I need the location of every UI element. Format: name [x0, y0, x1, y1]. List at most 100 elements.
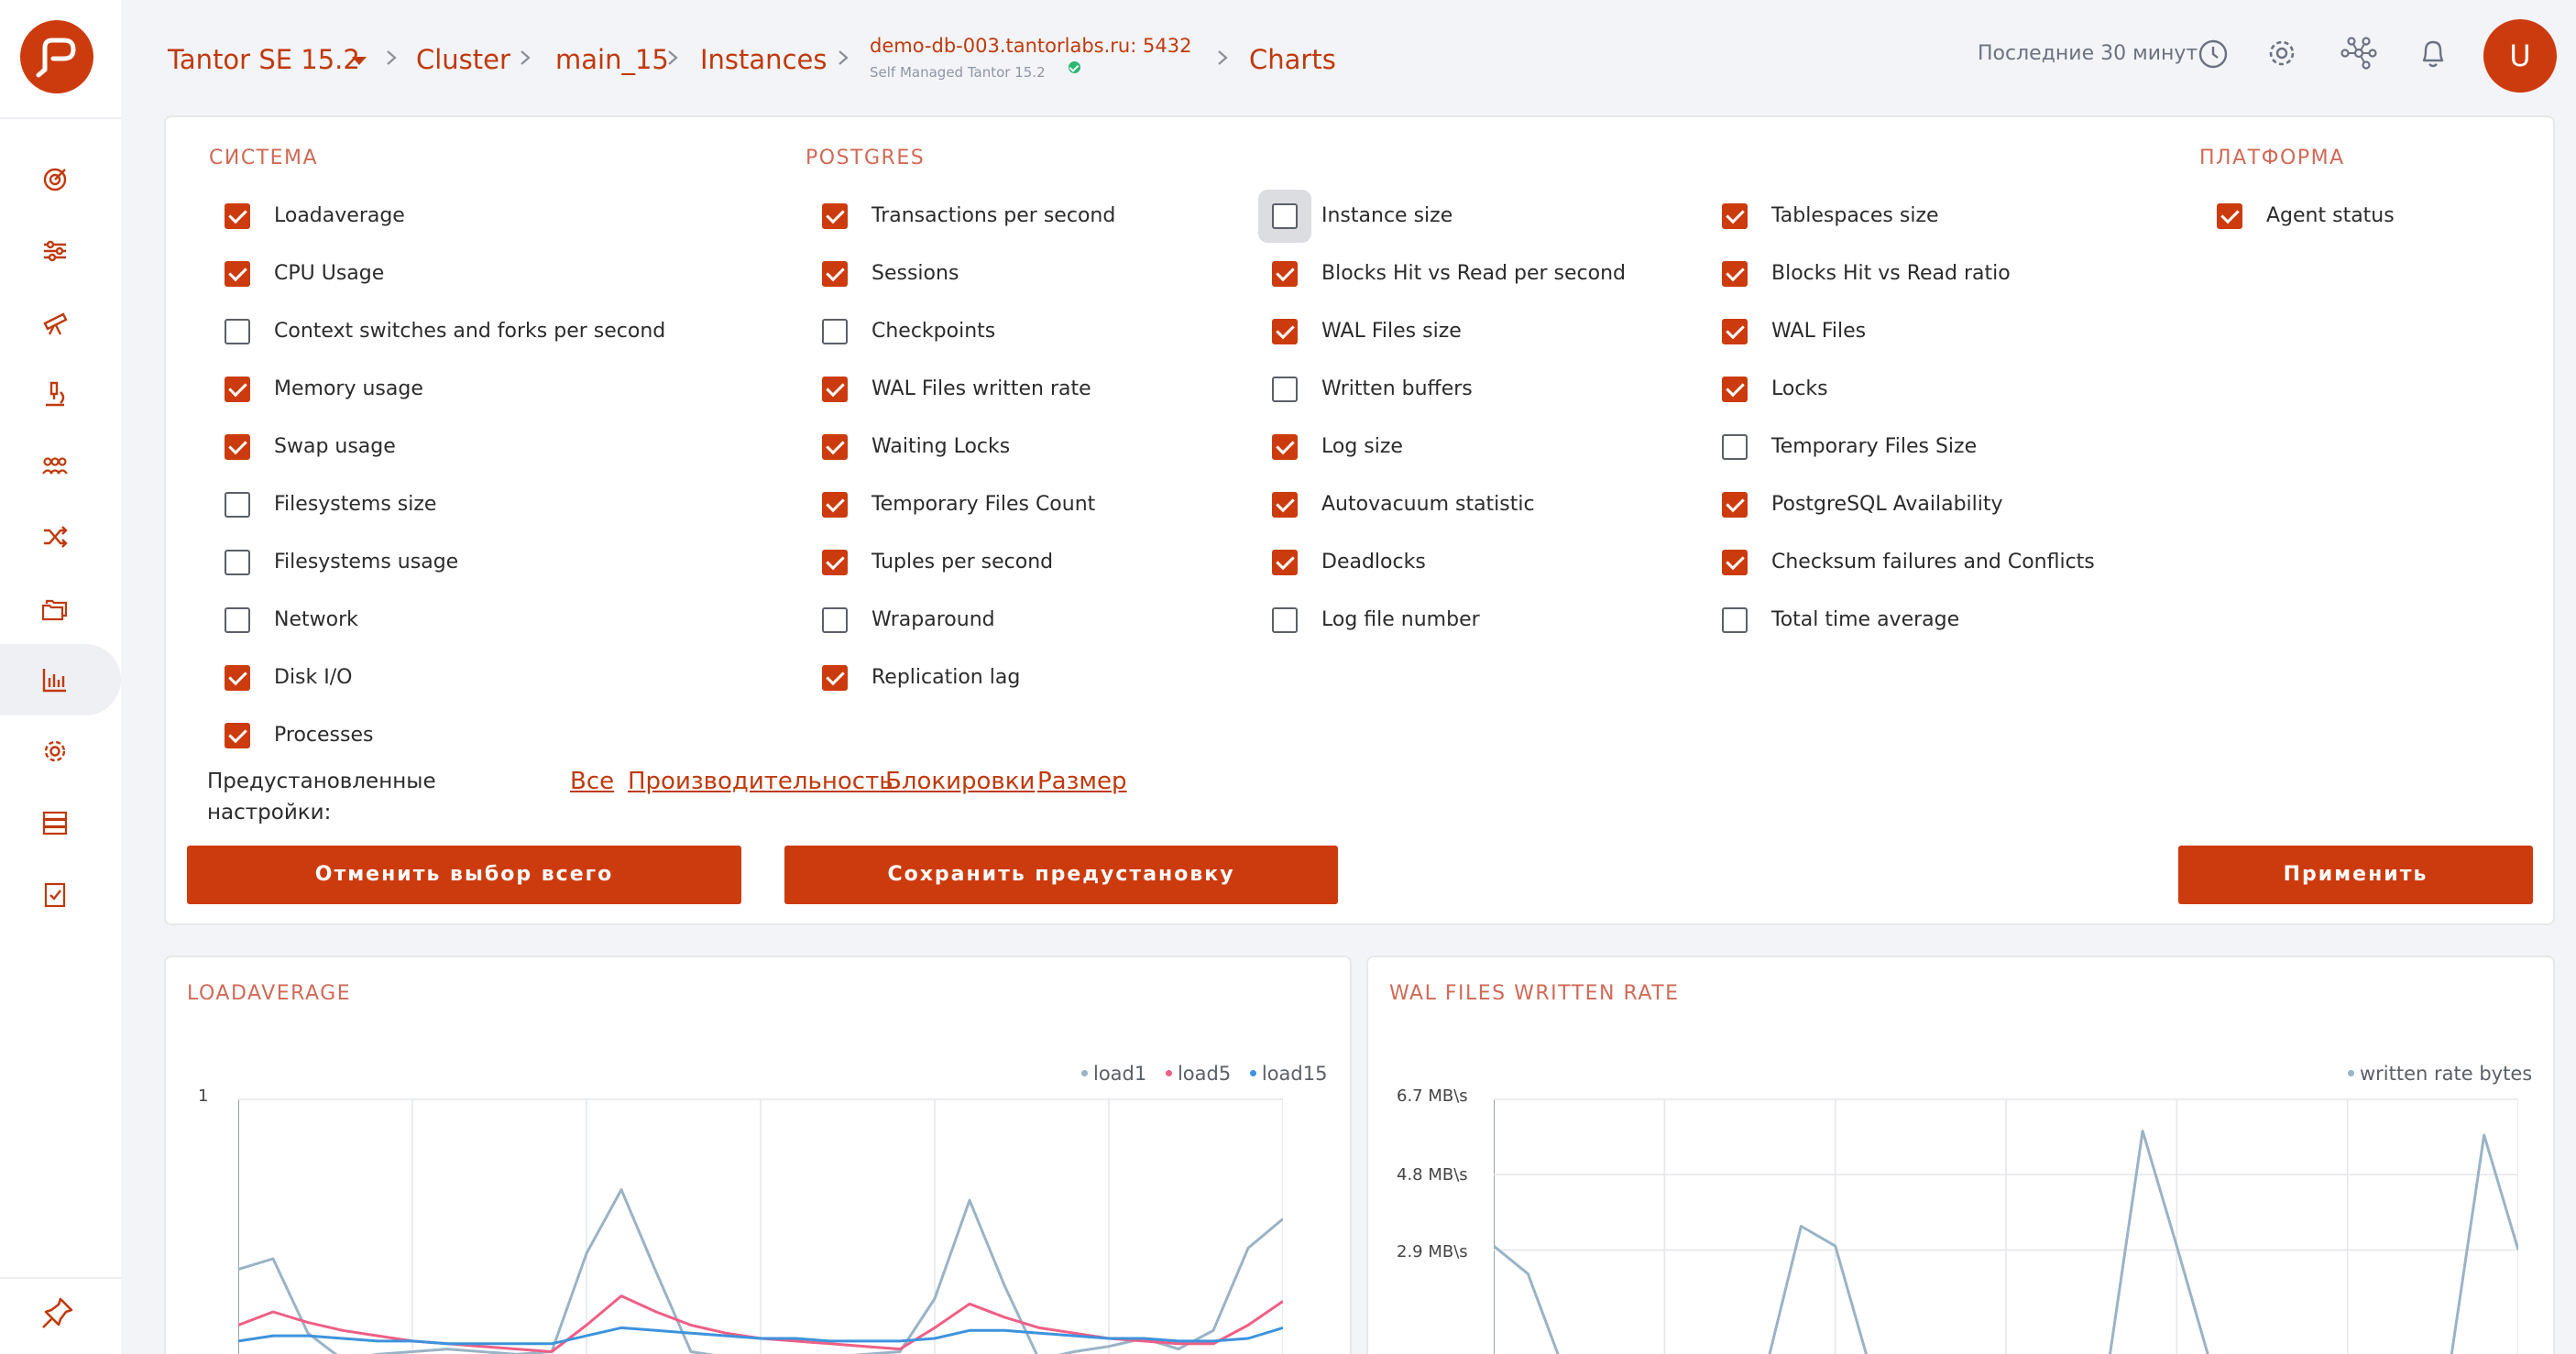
bell-icon[interactable]: [2417, 37, 2449, 70]
checkbox-checked[interactable]: [822, 492, 848, 518]
checkbox-checked[interactable]: [822, 261, 848, 287]
legend-load1[interactable]: load1: [1093, 1063, 1147, 1085]
nav-settings-sliders[interactable]: [0, 215, 121, 287]
checkbox-unchecked[interactable]: [225, 492, 250, 518]
option-label: Filesystems size: [274, 493, 437, 516]
option-label: WAL Files written rate: [871, 377, 1091, 400]
checkbox-unchecked[interactable]: [1722, 607, 1748, 633]
wal-rate-plot[interactable]: [1494, 1096, 2518, 1354]
checkbox-checked[interactable]: [1722, 550, 1748, 575]
nav-tasks[interactable]: [0, 858, 121, 930]
option-label: Written buffers: [1321, 377, 1473, 400]
legend-load15[interactable]: load15: [1261, 1063, 1328, 1085]
loadaverage-plot[interactable]: [238, 1096, 1283, 1354]
checkbox-unchecked[interactable]: [822, 319, 848, 344]
option-label: Checkpoints: [871, 320, 996, 343]
checkbox-checked[interactable]: [225, 434, 250, 460]
checkbox-checked[interactable]: [2217, 203, 2242, 229]
nav-microscope[interactable]: [0, 358, 121, 430]
option-label: Log size: [1321, 435, 1403, 458]
loadaverage-chart-card: [164, 955, 1352, 1354]
crumb-instances[interactable]: Instances: [700, 44, 828, 75]
save-preset-button[interactable]: Сохранить предустановку: [784, 846, 1338, 904]
preset-all-link[interactable]: Все: [570, 768, 615, 795]
wal-rate-chart-card: [1366, 955, 2555, 1354]
legend-written-rate[interactable]: written rate bytes: [2360, 1063, 2533, 1085]
time-range-selector[interactable]: Последние 30 минут: [1978, 42, 2198, 65]
network-icon[interactable]: [2340, 37, 2378, 70]
crumb-database[interactable]: main_15: [555, 44, 669, 75]
checkbox-checked[interactable]: [225, 261, 250, 287]
checkbox-unchecked[interactable]: [225, 319, 250, 344]
checkbox-checked[interactable]: [225, 377, 250, 402]
preset-size-link[interactable]: Размер: [1037, 768, 1127, 795]
checkbox-checked[interactable]: [1722, 261, 1748, 287]
rail-divider: [0, 117, 121, 119]
checkbox-checked[interactable]: [225, 665, 250, 691]
user-avatar[interactable]: U: [2483, 19, 2557, 93]
checkbox-checked[interactable]: [822, 203, 848, 229]
option-label: Transactions per second: [871, 204, 1116, 227]
preset-performance-link[interactable]: Производительность: [628, 768, 893, 795]
checkbox-checked[interactable]: [822, 665, 848, 691]
nav-users[interactable]: [0, 430, 121, 501]
option-label: Context switches and forks per second: [274, 320, 666, 343]
series-line-load15[interactable]: [238, 1326, 1283, 1346]
preset-locks-link[interactable]: Блокировки: [885, 768, 1036, 795]
option-label: Log file number: [1321, 608, 1480, 631]
checkbox-checked[interactable]: [1272, 434, 1298, 460]
checkbox-checked[interactable]: [1722, 492, 1748, 518]
clock-icon[interactable]: [2198, 38, 2229, 70]
y-tick: 1: [198, 1086, 209, 1106]
legend-load5[interactable]: load5: [1177, 1063, 1232, 1085]
checkbox-checked[interactable]: [1722, 319, 1748, 344]
option-label: Tuples per second: [871, 551, 1054, 573]
option-label: Blocks Hit vs Read ratio: [1771, 262, 2011, 285]
checkbox-checked[interactable]: [1272, 261, 1298, 287]
checkbox-checked[interactable]: [225, 723, 250, 748]
crumb-cluster[interactable]: Cluster: [416, 44, 510, 75]
series-line-load1[interactable]: [238, 1188, 1283, 1354]
checkbox-unchecked[interactable]: [1272, 377, 1298, 402]
checkbox-checked[interactable]: [822, 377, 848, 402]
section-postgres: POSTGRES: [806, 147, 926, 169]
legend-marker: [1249, 1070, 1256, 1076]
checkbox-checked[interactable]: [1272, 319, 1298, 344]
nav-shuffle[interactable]: [0, 501, 121, 573]
apply-button[interactable]: Применить: [2178, 846, 2533, 904]
option-label: Tablespaces size: [1771, 204, 1939, 227]
gear-icon[interactable]: [2265, 37, 2298, 70]
checkbox-unchecked[interactable]: [1272, 203, 1298, 229]
checkbox-checked[interactable]: [225, 203, 250, 229]
server-icon: [42, 811, 68, 835]
nav-telescope[interactable]: [0, 287, 121, 358]
nav-folders[interactable]: [0, 573, 121, 644]
checkbox-checked[interactable]: [822, 550, 848, 575]
checkbox-unchecked[interactable]: [822, 607, 848, 633]
checkbox-unchecked[interactable]: [225, 550, 250, 575]
checkbox-unchecked[interactable]: [1272, 607, 1298, 633]
crumb-instance-host[interactable]: demo-db-003.tantorlabs.ru: 5432: [870, 35, 1192, 57]
pin-icon[interactable]: [38, 1295, 75, 1332]
checkbox-checked[interactable]: [1272, 492, 1298, 518]
deselect-all-button[interactable]: Отменить выбор всего: [187, 846, 741, 904]
checkbox-unchecked[interactable]: [225, 607, 250, 633]
checkbox-unchecked[interactable]: [1722, 434, 1748, 460]
checklist-icon: [44, 882, 66, 908]
y-tick: 2.9 MB\s: [1397, 1242, 1468, 1261]
nav-config[interactable]: [0, 715, 121, 787]
gear-icon: [44, 740, 66, 762]
option-label: Replication lag: [871, 666, 1021, 689]
nav-charts[interactable]: [0, 644, 121, 715]
nav-storage[interactable]: [0, 787, 121, 858]
crumb-product[interactable]: Tantor SE 15.2: [168, 44, 360, 75]
caret-down-icon[interactable]: [352, 57, 367, 66]
checkbox-checked[interactable]: [1272, 550, 1298, 575]
nav-overview[interactable]: [0, 144, 121, 215]
chart-legend: load1 load5 load15: [1069, 1063, 1327, 1085]
chevron-right-icon: [387, 50, 397, 65]
checkbox-checked[interactable]: [822, 434, 848, 460]
checkbox-checked[interactable]: [1722, 377, 1748, 402]
checkbox-checked[interactable]: [1722, 203, 1748, 229]
tantor-logo[interactable]: [20, 20, 93, 93]
